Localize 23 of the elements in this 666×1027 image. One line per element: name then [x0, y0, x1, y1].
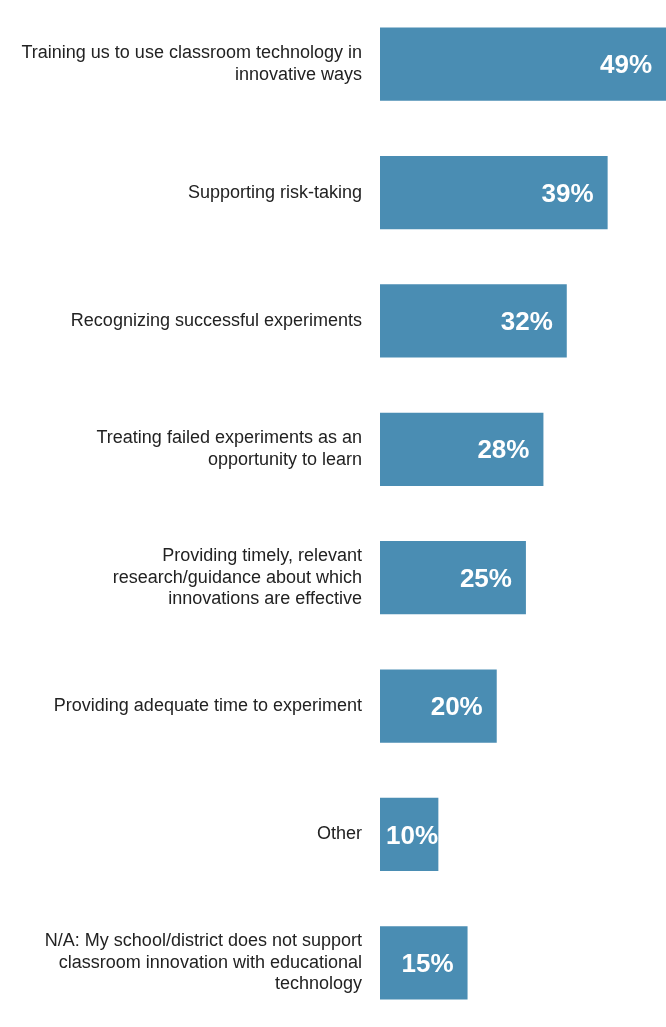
- y-tick-label: Providing timely, relevant research/guidance about which innovations are effective: [112, 545, 362, 609]
- data-label: 20%: [430, 691, 483, 722]
- bar: [380, 669, 497, 743]
- data-label: 25%: [459, 562, 512, 593]
- bar: [380, 155, 608, 230]
- bar: [380, 541, 526, 615]
- y-tick-label: Recognizing successful experiments: [70, 309, 362, 330]
- data-label: 32%: [500, 306, 553, 337]
- y-tick-label: Treating failed experiments as an opportunity to learn: [96, 427, 362, 470]
- bar: [380, 412, 544, 486]
- data-label: 28%: [477, 434, 530, 465]
- data-label: 39%: [541, 177, 594, 208]
- bar: [380, 284, 567, 358]
- data-label: 10%: [386, 819, 439, 850]
- bar: [380, 926, 468, 1000]
- data-label: 49%: [599, 49, 653, 80]
- bar: [380, 27, 666, 101]
- y-tick-label: Providing adequate time to experiment: [53, 695, 362, 716]
- y-tick-label: Training us to use classroom technology in innovative ways: [21, 42, 362, 84]
- data-label: 15%: [401, 947, 454, 978]
- y-tick-label: Other: [316, 823, 362, 844]
- y-tick-label: Supporting risk-taking: [187, 181, 362, 202]
- y-tick-label: N/A: My school/district does not support classroom innovation with educational technology: [44, 930, 362, 994]
